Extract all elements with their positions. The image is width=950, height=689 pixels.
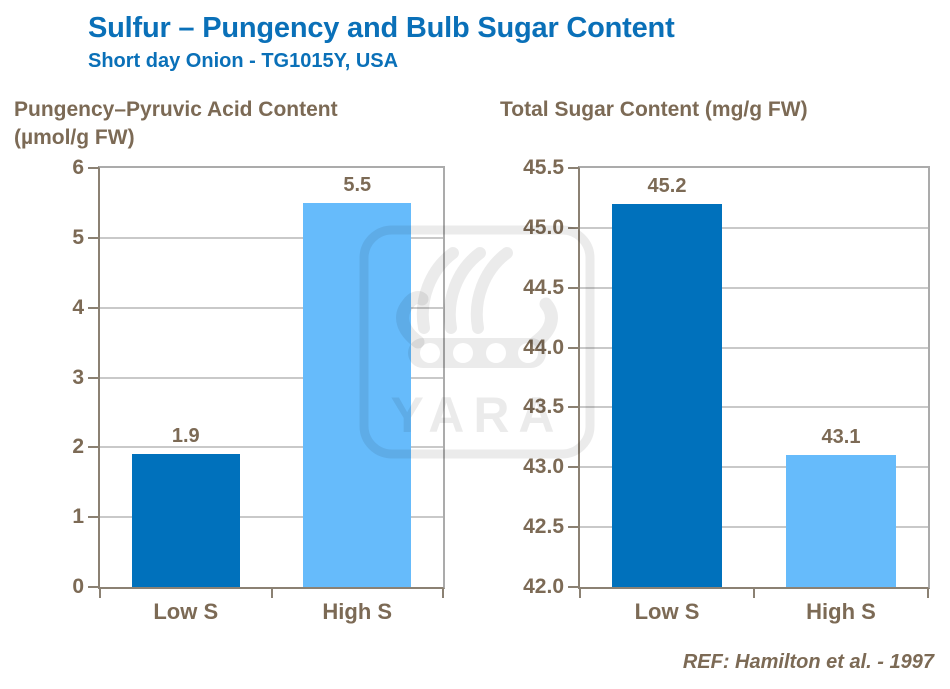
gridline [100, 236, 443, 239]
y-tick-label: 45.5 [523, 156, 564, 179]
bar-low-s [131, 454, 240, 587]
pungency-chart-title: Pungency–Pyruvic Acid Content (µmol/g FW… [14, 96, 338, 152]
category-label: High S [322, 599, 393, 624]
page-title: Sulfur – Pungency and Bulb Sugar Content [88, 12, 675, 44]
category-label: Low S [634, 599, 700, 624]
bar-value-label: 45.2 [647, 174, 687, 197]
y-tick-label: 43.0 [523, 455, 564, 479]
y-tick-label: 6 [72, 156, 84, 179]
y-tick [568, 226, 578, 229]
y-tick-label: 3 [72, 365, 84, 389]
y-tick [568, 466, 578, 469]
category-label: High S [806, 599, 876, 624]
y-tick [88, 516, 98, 519]
bar-value-label: 1.9 [171, 425, 200, 448]
x-tick [270, 589, 273, 598]
y-tick-label: 1 [72, 505, 84, 529]
bar-low-s [612, 203, 722, 587]
gridline [580, 466, 928, 469]
y-tick-label: 42.5 [523, 515, 564, 539]
pungency-chart-title-line1: Pungency–Pyruvic Acid Content [14, 98, 338, 121]
x-tick [442, 589, 444, 598]
pungency-chart-title-line2: (µmol/g FW) [14, 126, 135, 149]
y-tick-label: 43.5 [523, 395, 564, 419]
y-tick-label: 45.0 [523, 215, 564, 239]
y-tick-label: 4 [72, 295, 84, 319]
y-tick [88, 167, 98, 169]
gridline [100, 446, 443, 449]
y-tick [568, 167, 578, 169]
bar-high-s [303, 202, 412, 587]
gridline [100, 516, 443, 519]
gridline [580, 346, 928, 349]
y-tick [88, 446, 98, 449]
x-tick [99, 589, 101, 598]
y-tick-label: 44.0 [523, 335, 564, 359]
y-tick [88, 586, 98, 588]
y-tick [88, 306, 98, 309]
x-tick [753, 589, 755, 598]
sugar-chart-plot: 42.0 42.5 43.0 43.5 44.0 44.5 45.0 45.5 45.2 Low … [523, 156, 930, 624]
y-tick [88, 236, 98, 239]
gridline [100, 306, 443, 309]
y-tick [88, 376, 98, 379]
y-tick-label: 44.5 [523, 275, 564, 299]
bar-high-s [786, 455, 896, 587]
reference-text: REF: Hamilton et al. - 1997 [682, 651, 934, 673]
gridline [580, 226, 928, 229]
y-tick [568, 586, 578, 588]
y-tick [568, 286, 578, 289]
y-tick [568, 406, 578, 409]
category-label: Low S [153, 599, 219, 624]
x-tick [579, 589, 581, 598]
bar-value-label: 43.1 [821, 426, 861, 449]
y-tick [568, 526, 578, 529]
x-tick [927, 589, 929, 598]
gridline [100, 376, 443, 379]
y-tick-label: 5 [72, 225, 84, 249]
sugar-chart-title: Total Sugar Content (mg/g FW) [500, 98, 808, 121]
pungency-chart-plot: 0 1 2 3 4 5 6 1.9 Low S 5.5 High S [72, 156, 445, 624]
y-tick [568, 346, 578, 349]
bar-value-label: 5.5 [343, 173, 372, 196]
y-tick-label: 42.0 [523, 575, 564, 598]
y-tick-label: 0 [72, 575, 84, 598]
gridline [580, 526, 928, 529]
gridline [580, 406, 928, 409]
page-subtitle: Short day Onion - TG1015Y, USA [88, 50, 399, 72]
y-tick-label: 2 [72, 435, 84, 459]
gridline [580, 286, 928, 289]
